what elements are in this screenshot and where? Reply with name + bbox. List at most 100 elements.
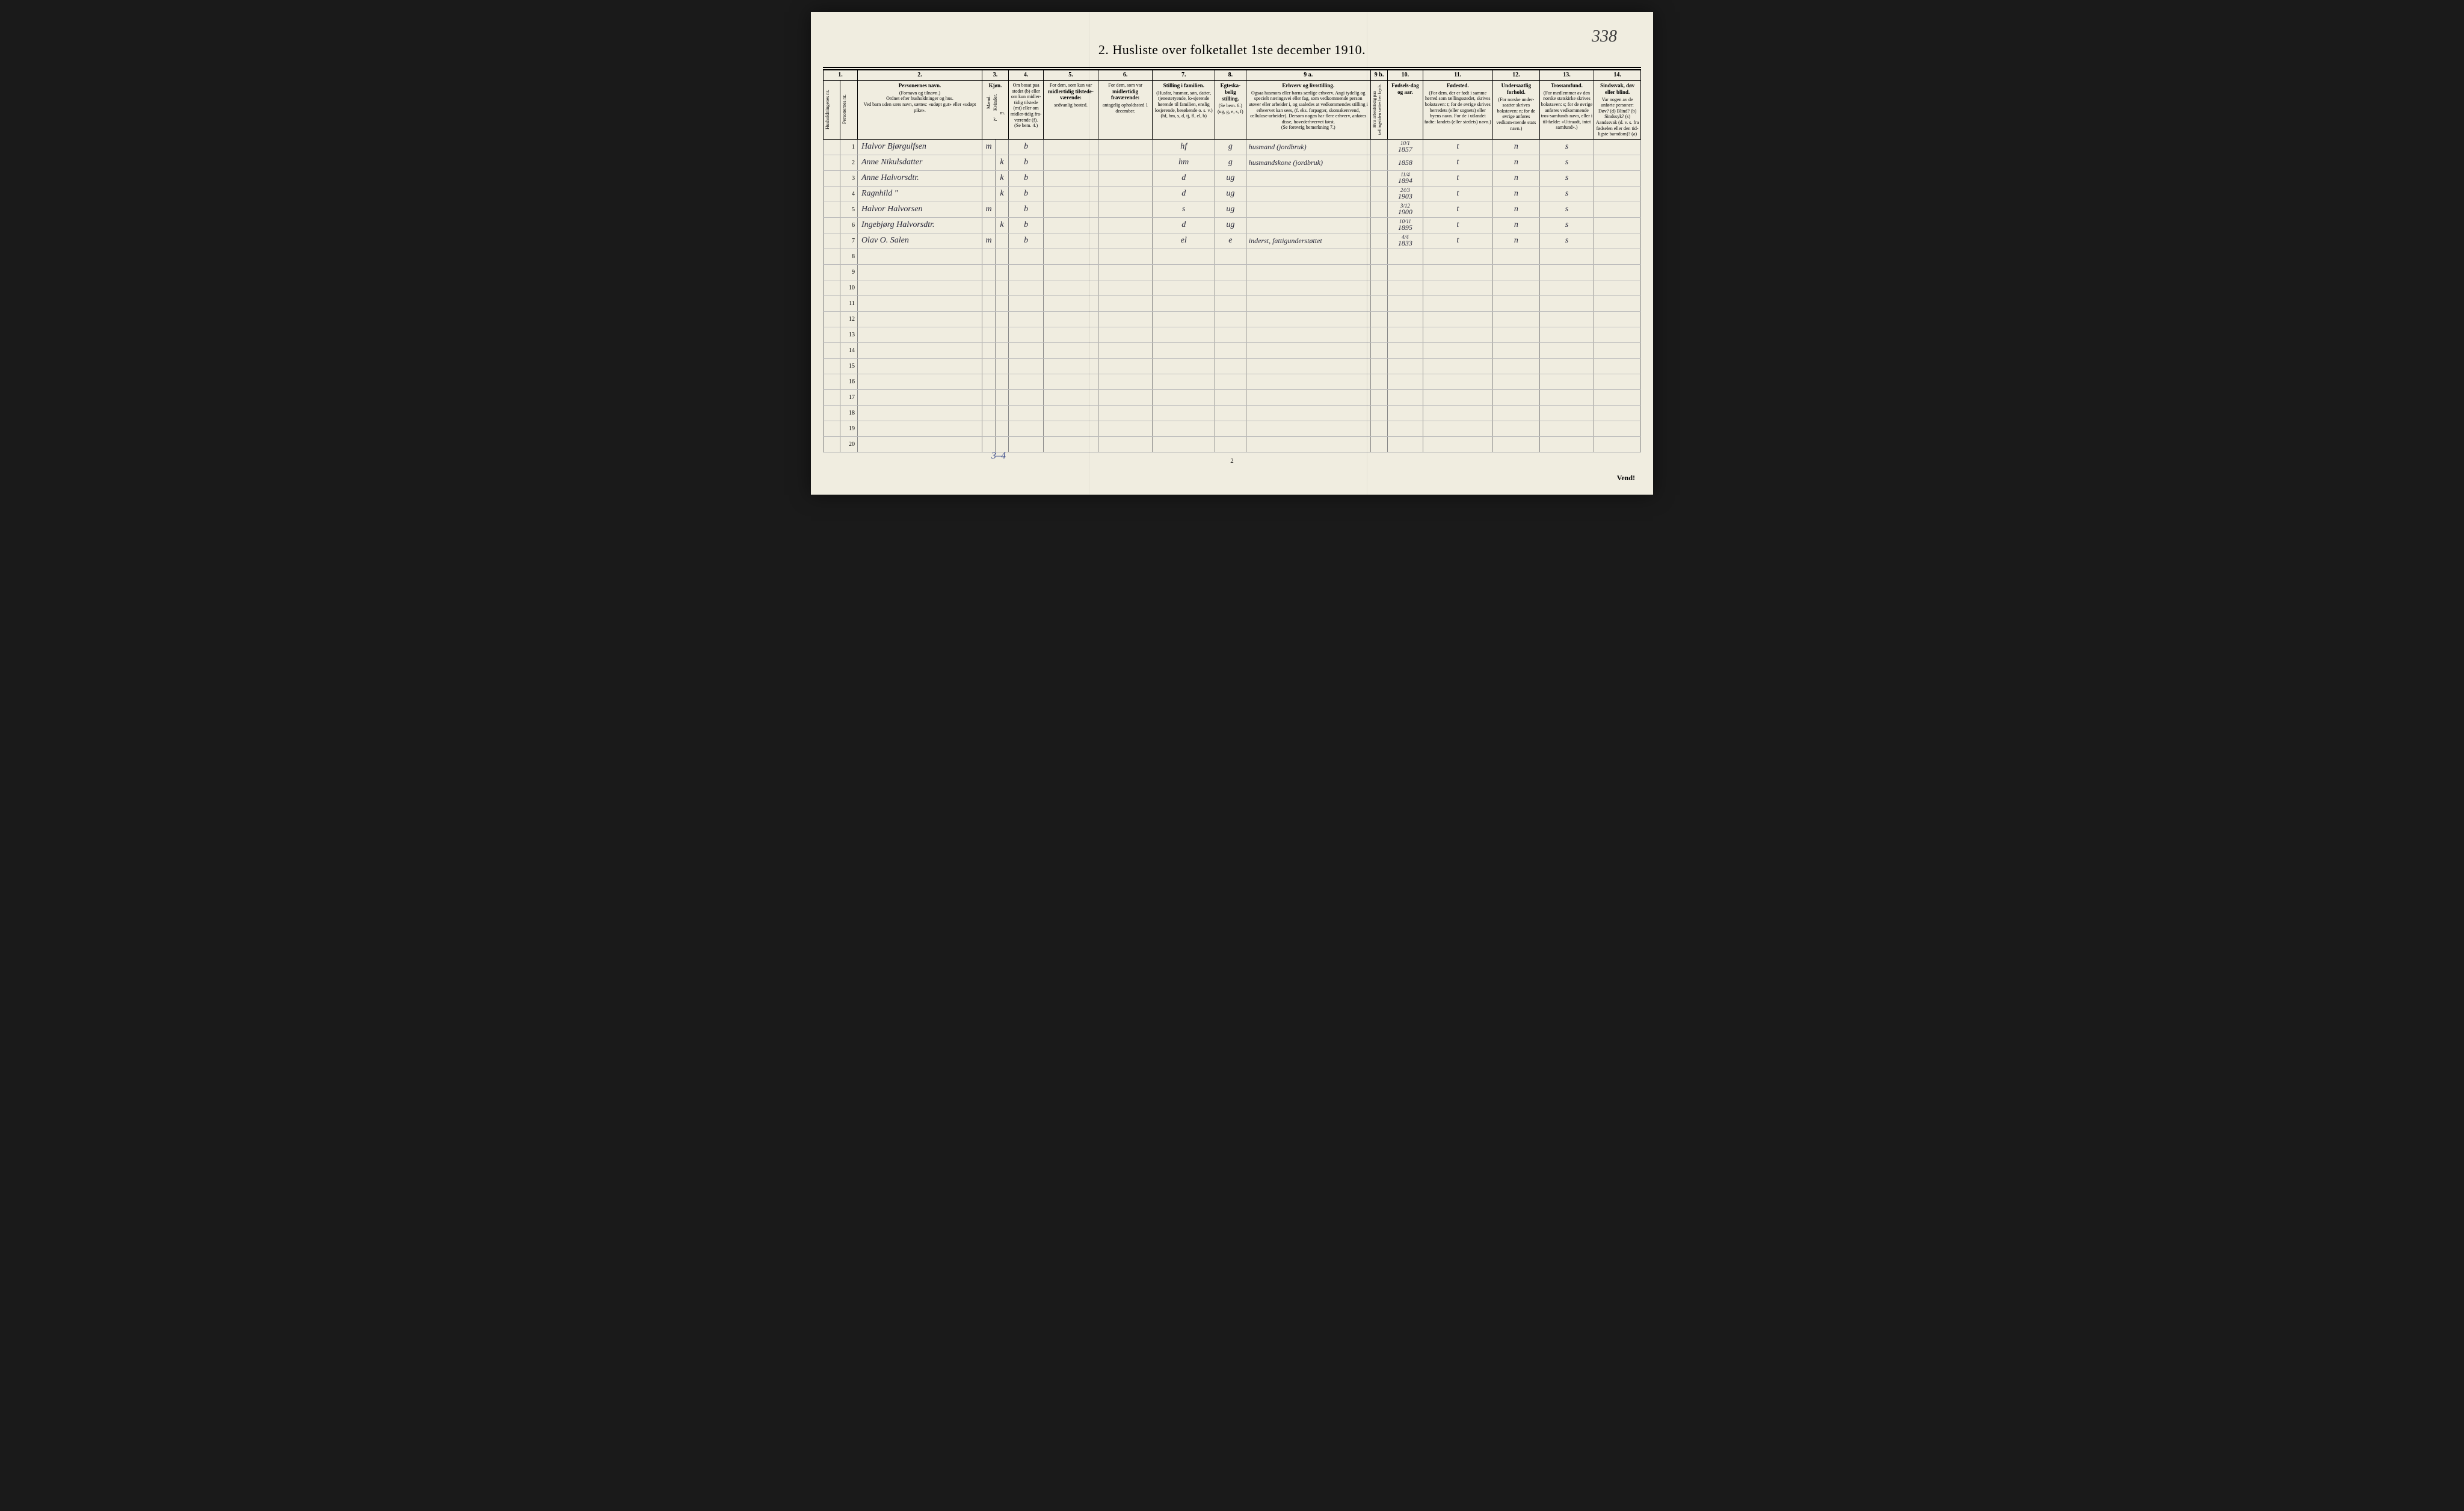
- cell: d: [1153, 217, 1215, 233]
- cell: [1215, 342, 1246, 358]
- cell: [1215, 421, 1246, 436]
- cell: 3/121900: [1388, 202, 1423, 217]
- cell: [1098, 342, 1153, 358]
- cell: [1388, 421, 1423, 436]
- header-row: Husholdningenes nr. Personernes nr. Pers…: [824, 81, 1641, 140]
- cell: [1370, 233, 1387, 249]
- table-row: 8: [824, 249, 1641, 264]
- census-page: 338 2. Husliste over folketallet 1ste de…: [811, 12, 1653, 495]
- hdr-birthdate: Fødsels-dag og aar.: [1388, 81, 1423, 140]
- cell: n: [1493, 233, 1540, 249]
- cell: [1098, 264, 1153, 280]
- hdr-temp-present: For dem, som kun var midlertidig tilsted…: [1044, 81, 1098, 140]
- cell: [1153, 421, 1215, 436]
- cell: [1370, 217, 1387, 233]
- cell: [1370, 139, 1387, 155]
- cell: hf: [1153, 139, 1215, 155]
- cell: el: [1153, 233, 1215, 249]
- cell: 4/41833: [1388, 233, 1423, 249]
- col-num: 13.: [1539, 70, 1594, 81]
- cell: 12: [840, 311, 857, 327]
- col-num: 5.: [1044, 70, 1098, 81]
- vend-label: Vend!: [1617, 474, 1635, 483]
- cell: [1044, 311, 1098, 327]
- cell: [1098, 358, 1153, 374]
- cell: s: [1539, 217, 1594, 233]
- hdr-sex: Kjøn. Mænd. Kvinder. m. k.: [982, 81, 1009, 140]
- cell: [996, 358, 1009, 374]
- cell: [1153, 374, 1215, 389]
- cell: d: [1153, 186, 1215, 202]
- cell: [982, 389, 996, 405]
- hdr-religion: Trossamfund. (For medlemmer av den norsk…: [1539, 81, 1594, 140]
- cell: [996, 295, 1009, 311]
- cell: [1493, 436, 1540, 452]
- cell: [1215, 295, 1246, 311]
- cell: [824, 421, 840, 436]
- table-row: 1Halvor Bjørgulfsenmbhfghusmand (jordbru…: [824, 139, 1641, 155]
- cell: [824, 280, 840, 295]
- hdr-nationality: Undersaatlig forhold. (For norske under-…: [1493, 81, 1540, 140]
- cell: husmandskone (jordbruk): [1246, 155, 1370, 170]
- cell: [1246, 327, 1370, 342]
- cell: n: [1493, 155, 1540, 170]
- cell: inderst, fattigunderstøttet: [1246, 233, 1370, 249]
- cell: [1423, 358, 1492, 374]
- cell: [1246, 249, 1370, 264]
- table-body: 1Halvor Bjørgulfsenmbhfghusmand (jordbru…: [824, 139, 1641, 452]
- cell: Olav O. Salen: [857, 233, 982, 249]
- cell: [1539, 421, 1594, 436]
- cell: 9: [840, 264, 857, 280]
- table-row: 16: [824, 374, 1641, 389]
- cell: [1044, 327, 1098, 342]
- cell: [1153, 405, 1215, 421]
- col-num: 12.: [1493, 70, 1540, 81]
- cell: [1246, 170, 1370, 186]
- cell: [1539, 374, 1594, 389]
- cell: ug: [1215, 217, 1246, 233]
- cell: [1044, 202, 1098, 217]
- cell: 15: [840, 358, 857, 374]
- cell: [1493, 249, 1540, 264]
- cell: [1215, 264, 1246, 280]
- cell: [1594, 342, 1641, 358]
- cell: [1423, 327, 1492, 342]
- cell: [1594, 295, 1641, 311]
- handwritten-page-number: 338: [1592, 27, 1617, 46]
- cell: m: [982, 202, 996, 217]
- cell: [1153, 358, 1215, 374]
- cell: [1098, 389, 1153, 405]
- cell: [1098, 421, 1153, 436]
- hdr-household-nr: Husholdningenes nr.: [824, 81, 840, 140]
- cell: [1594, 327, 1641, 342]
- cell: [1044, 405, 1098, 421]
- column-number-row: 1. 2. 3. 4. 5. 6. 7. 8. 9 a. 9 b. 10. 11…: [824, 70, 1641, 81]
- cell: [982, 280, 996, 295]
- table-row: 11: [824, 295, 1641, 311]
- cell: [1215, 374, 1246, 389]
- hdr-name: Personernes navn. (Fornavn og tilnavn.) …: [857, 81, 982, 140]
- cell: e: [1215, 233, 1246, 249]
- cell: 2: [840, 155, 857, 170]
- hdr-residence: Om bosat paa stedet (b) eller om kun mid…: [1009, 81, 1044, 140]
- cell: [1493, 342, 1540, 358]
- cell: [824, 374, 840, 389]
- cell: [1594, 202, 1641, 217]
- cell: Ragnhild ": [857, 186, 982, 202]
- table-row: 7Olav O. Salenmbeleinderst, fattigunders…: [824, 233, 1641, 249]
- cell: [982, 170, 996, 186]
- cell: 17: [840, 389, 857, 405]
- cell: b: [1009, 233, 1044, 249]
- table-row: 12: [824, 311, 1641, 327]
- cell: [1246, 264, 1370, 280]
- cell: [1594, 155, 1641, 170]
- cell: [857, 249, 982, 264]
- cell: g: [1215, 139, 1246, 155]
- cell: [1493, 311, 1540, 327]
- col-num: 6.: [1098, 70, 1153, 81]
- cell: [1388, 264, 1423, 280]
- bottom-annotation: 3–4: [991, 451, 1006, 462]
- cell: [1594, 421, 1641, 436]
- cell: hm: [1153, 155, 1215, 170]
- cell: [1370, 280, 1387, 295]
